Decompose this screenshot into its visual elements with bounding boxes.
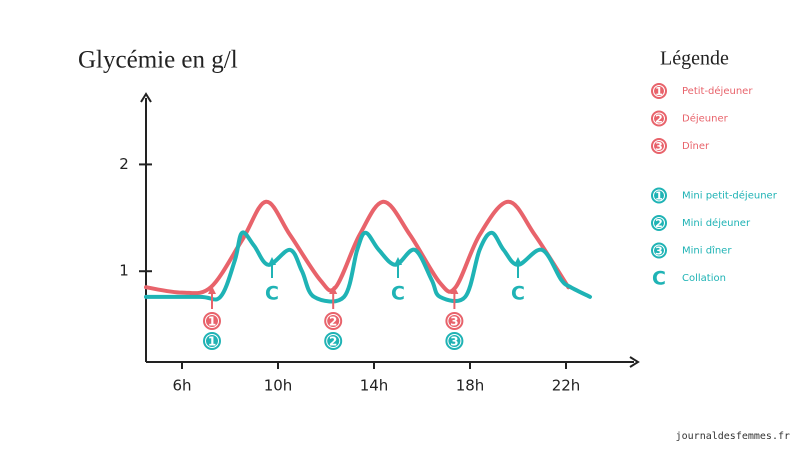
y-axis-arrow bbox=[140, 92, 152, 103]
snack-label: C bbox=[265, 283, 279, 305]
series-line bbox=[144, 199, 571, 296]
snack-label: C bbox=[511, 283, 525, 305]
badge-ring bbox=[653, 140, 665, 152]
meal-arrow-head bbox=[450, 286, 459, 294]
legend-label: Dîner bbox=[682, 140, 710, 152]
badge-label: 2 bbox=[329, 315, 337, 329]
series-line bbox=[144, 230, 592, 304]
badge-label: 2 bbox=[655, 113, 663, 126]
snack-arrow-head bbox=[268, 257, 276, 265]
badge-ring bbox=[326, 314, 341, 328]
badge-ring bbox=[653, 244, 665, 257]
meal-arrow-head bbox=[208, 286, 216, 294]
badge-ring bbox=[205, 334, 219, 348]
badge-ring bbox=[447, 334, 462, 348]
badge-ring bbox=[653, 217, 665, 229]
badge-ring bbox=[447, 314, 462, 328]
badge-label: 3 bbox=[655, 245, 663, 258]
badge-ring bbox=[205, 314, 219, 328]
x-axis-arrow bbox=[629, 356, 640, 368]
badge-label: 2 bbox=[329, 335, 337, 349]
badge-label: 1 bbox=[208, 335, 216, 349]
badge-label: 1 bbox=[655, 85, 663, 98]
badge-ring bbox=[653, 112, 665, 125]
legend-label: Mini petit-déjeuner bbox=[682, 190, 778, 202]
y-tick-label: 1 bbox=[119, 262, 129, 280]
legend-label: Collation bbox=[682, 273, 726, 284]
x-tick-label: 6h bbox=[172, 377, 191, 395]
x-tick-label: 18h bbox=[456, 377, 485, 395]
y-tick-label: 2 bbox=[119, 155, 129, 173]
legend-label: Mini déjeuner bbox=[682, 217, 751, 229]
x-tick-label: 10h bbox=[264, 377, 293, 395]
chart-title: Glycémie en g/l bbox=[78, 47, 238, 74]
badge-label: 3 bbox=[450, 335, 458, 349]
meal-arrow-head bbox=[329, 286, 338, 294]
badge-ring bbox=[653, 85, 665, 97]
snack-arrow-head bbox=[514, 257, 522, 265]
badge-label: 3 bbox=[655, 140, 663, 153]
badge-label: 2 bbox=[655, 217, 663, 230]
badge-label: 1 bbox=[655, 190, 663, 203]
badge-label: 1 bbox=[208, 315, 216, 329]
x-tick-label: 22h bbox=[552, 377, 581, 395]
legend-icon: C bbox=[652, 268, 666, 290]
legend-title: Légende bbox=[660, 48, 729, 70]
badge-ring bbox=[326, 334, 341, 348]
legend-label: Déjeuner bbox=[682, 113, 729, 125]
legend-label: Petit-déjeuner bbox=[682, 85, 753, 97]
source: journaldesfemmes.fr bbox=[676, 431, 790, 442]
snack-label: C bbox=[391, 283, 405, 305]
snack-arrow-head bbox=[394, 257, 402, 265]
badge-ring bbox=[653, 189, 665, 202]
legend-label: Mini dîner bbox=[682, 245, 732, 257]
badge-label: 3 bbox=[450, 315, 458, 329]
x-tick-label: 14h bbox=[360, 377, 389, 395]
